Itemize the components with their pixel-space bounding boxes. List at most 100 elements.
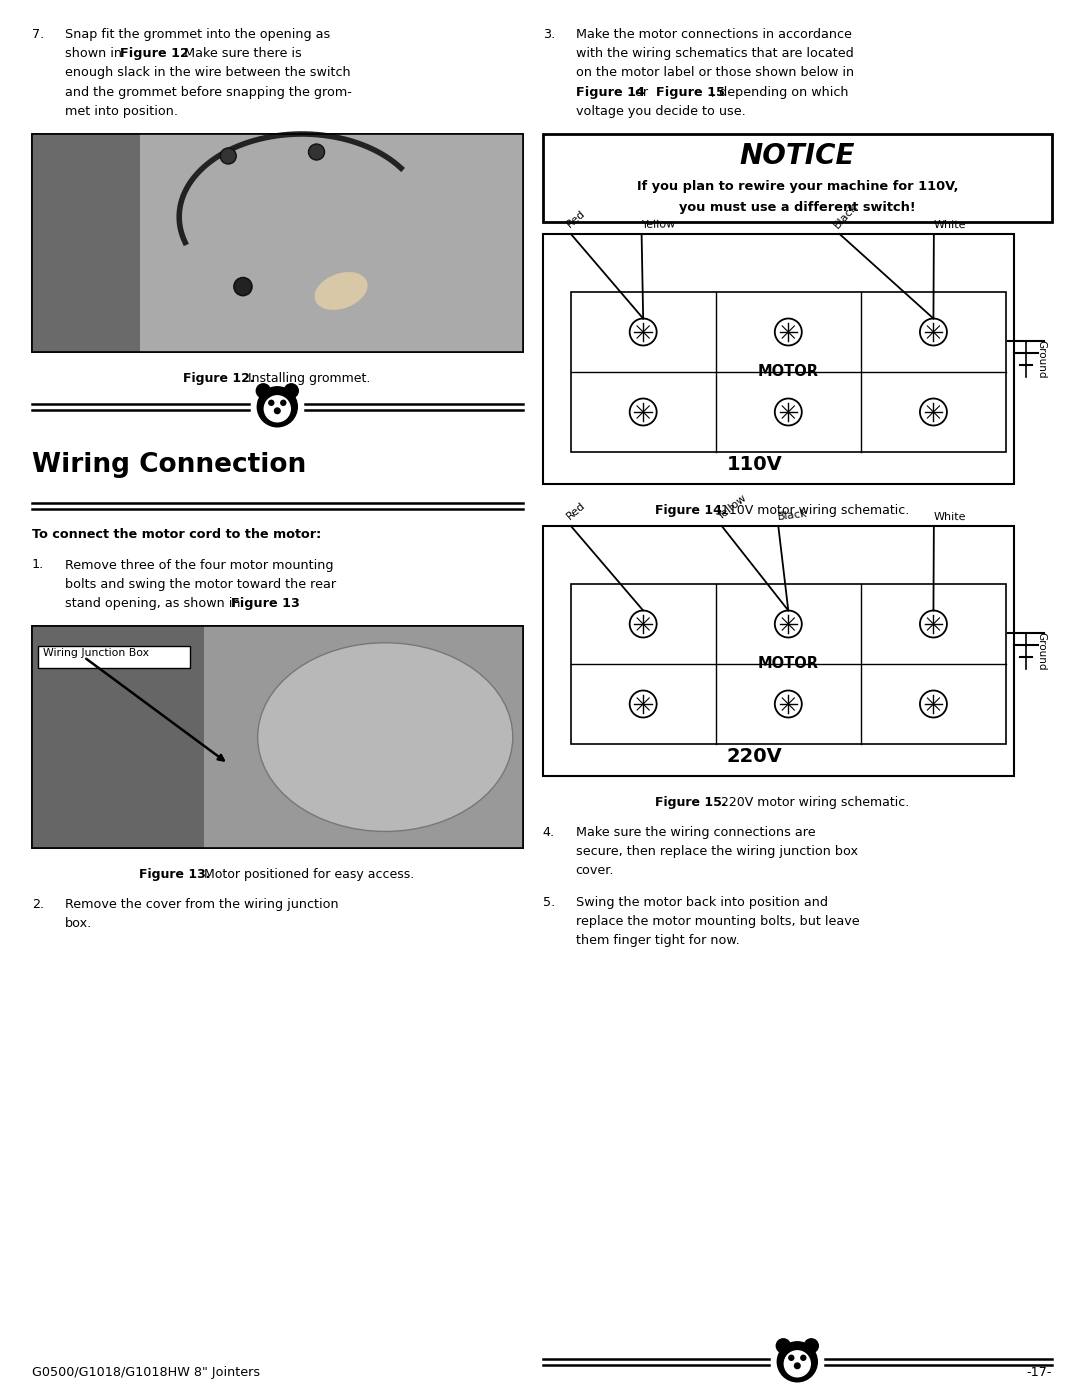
- Text: 1.: 1.: [32, 559, 44, 571]
- Circle shape: [265, 395, 291, 422]
- Bar: [542, 527, 1014, 775]
- Ellipse shape: [258, 643, 513, 831]
- Text: Figure 13.: Figure 13.: [138, 868, 211, 882]
- Text: Motor positioned for easy access.: Motor positioned for easy access.: [200, 868, 414, 882]
- Circle shape: [778, 1341, 818, 1382]
- Circle shape: [234, 278, 252, 296]
- Bar: [204, 626, 523, 848]
- Text: Black: Black: [833, 201, 860, 231]
- Text: 220V motor wiring schematic.: 220V motor wiring schematic.: [717, 796, 909, 809]
- Text: shown in: shown in: [65, 47, 126, 60]
- Text: NOTICE: NOTICE: [740, 142, 855, 170]
- Text: White: White: [934, 511, 967, 522]
- Circle shape: [774, 398, 801, 426]
- Text: 7.: 7.: [32, 28, 44, 41]
- Text: Ground: Ground: [1036, 631, 1047, 671]
- Text: Figure 15: Figure 15: [656, 85, 725, 99]
- Circle shape: [788, 1355, 794, 1361]
- Text: cover.: cover.: [576, 865, 615, 877]
- Text: Red: Red: [565, 208, 588, 231]
- Text: Figure 14: Figure 14: [576, 85, 645, 99]
- Bar: [542, 134, 1052, 222]
- Text: Yellow: Yellow: [716, 493, 748, 522]
- Bar: [32, 134, 523, 352]
- Text: Remove three of the four motor mounting: Remove three of the four motor mounting: [65, 559, 334, 571]
- Text: Wiring Junction Box: Wiring Junction Box: [43, 648, 149, 658]
- Circle shape: [309, 144, 325, 161]
- Bar: [32, 626, 523, 848]
- Text: , depending on which: , depending on which: [712, 85, 849, 99]
- Text: enough slack in the wire between the switch: enough slack in the wire between the swi…: [65, 67, 351, 80]
- Circle shape: [805, 1338, 819, 1352]
- Circle shape: [630, 610, 657, 637]
- Text: 5.: 5.: [542, 895, 555, 908]
- Circle shape: [630, 319, 657, 345]
- Text: 3.: 3.: [542, 28, 555, 41]
- Bar: [32, 134, 523, 352]
- Ellipse shape: [314, 272, 367, 310]
- Text: Wiring Connection: Wiring Connection: [32, 451, 307, 478]
- Text: secure, then replace the wiring junction box: secure, then replace the wiring junction…: [576, 845, 858, 858]
- Text: Remove the cover from the wiring junction: Remove the cover from the wiring junctio…: [65, 898, 339, 911]
- Bar: [32, 626, 523, 848]
- Text: 220V: 220V: [727, 747, 783, 766]
- Text: 110V motor wiring schematic.: 110V motor wiring schematic.: [717, 504, 909, 517]
- Text: 110V: 110V: [727, 455, 783, 474]
- Circle shape: [800, 1355, 806, 1361]
- Text: Figure 14.: Figure 14.: [656, 504, 727, 517]
- Text: voltage you decide to use.: voltage you decide to use.: [576, 105, 745, 117]
- Text: . Make sure there is: . Make sure there is: [176, 47, 301, 60]
- Text: with the wiring schematics that are located: with the wiring schematics that are loca…: [576, 47, 853, 60]
- Circle shape: [269, 401, 274, 405]
- Text: To connect the motor cord to the motor:: To connect the motor cord to the motor:: [32, 528, 321, 542]
- Text: Black: Black: [778, 509, 808, 522]
- Circle shape: [795, 1363, 800, 1369]
- Circle shape: [774, 610, 801, 637]
- Text: or: or: [631, 85, 652, 99]
- Text: them finger tight for now.: them finger tight for now.: [576, 935, 740, 947]
- Text: and the grommet before snapping the grom-: and the grommet before snapping the grom…: [65, 85, 352, 99]
- Text: replace the motor mounting bolts, but leave: replace the motor mounting bolts, but le…: [576, 915, 860, 928]
- Text: -17-: -17-: [1026, 1366, 1052, 1379]
- Text: Red: Red: [565, 500, 588, 522]
- Text: If you plan to rewire your machine for 110V,: If you plan to rewire your machine for 1…: [636, 180, 958, 193]
- Circle shape: [630, 690, 657, 718]
- Text: Yellow: Yellow: [642, 219, 676, 231]
- Text: Figure 13: Figure 13: [231, 597, 300, 610]
- Text: 4.: 4.: [542, 826, 555, 840]
- Circle shape: [281, 401, 286, 405]
- Text: MOTOR: MOTOR: [758, 657, 819, 671]
- Text: MOTOR: MOTOR: [758, 365, 819, 379]
- Text: 2.: 2.: [32, 898, 44, 911]
- Bar: [32, 134, 140, 352]
- Circle shape: [256, 384, 270, 398]
- Circle shape: [784, 1351, 810, 1377]
- Bar: [38, 645, 190, 668]
- Text: Installing grommet.: Installing grommet.: [244, 372, 370, 386]
- Circle shape: [774, 319, 801, 345]
- Circle shape: [274, 408, 280, 414]
- Bar: [570, 292, 1005, 453]
- Circle shape: [777, 1338, 791, 1352]
- Text: Figure 12: Figure 12: [121, 47, 189, 60]
- Circle shape: [284, 384, 298, 398]
- Circle shape: [920, 690, 947, 718]
- Bar: [542, 235, 1014, 483]
- Text: stand opening, as shown in: stand opening, as shown in: [65, 597, 244, 610]
- Text: you must use a different switch!: you must use a different switch!: [679, 201, 916, 214]
- Text: on the motor label or those shown below in: on the motor label or those shown below …: [576, 67, 853, 80]
- Text: Figure 12.: Figure 12.: [183, 372, 255, 386]
- Circle shape: [920, 398, 947, 426]
- Text: Swing the motor back into position and: Swing the motor back into position and: [576, 895, 827, 908]
- Bar: [140, 134, 523, 352]
- Circle shape: [220, 148, 237, 163]
- Bar: [32, 626, 204, 848]
- Text: Snap fit the grommet into the opening as: Snap fit the grommet into the opening as: [65, 28, 330, 41]
- Text: Make the motor connections in accordance: Make the motor connections in accordance: [576, 28, 851, 41]
- Circle shape: [920, 319, 947, 345]
- Text: G0500/G1018/G1018HW 8" Jointers: G0500/G1018/G1018HW 8" Jointers: [32, 1366, 260, 1379]
- Text: Figure 15.: Figure 15.: [656, 796, 727, 809]
- Circle shape: [774, 690, 801, 718]
- Circle shape: [920, 610, 947, 637]
- Text: bolts and swing the motor toward the rear: bolts and swing the motor toward the rea…: [65, 578, 336, 591]
